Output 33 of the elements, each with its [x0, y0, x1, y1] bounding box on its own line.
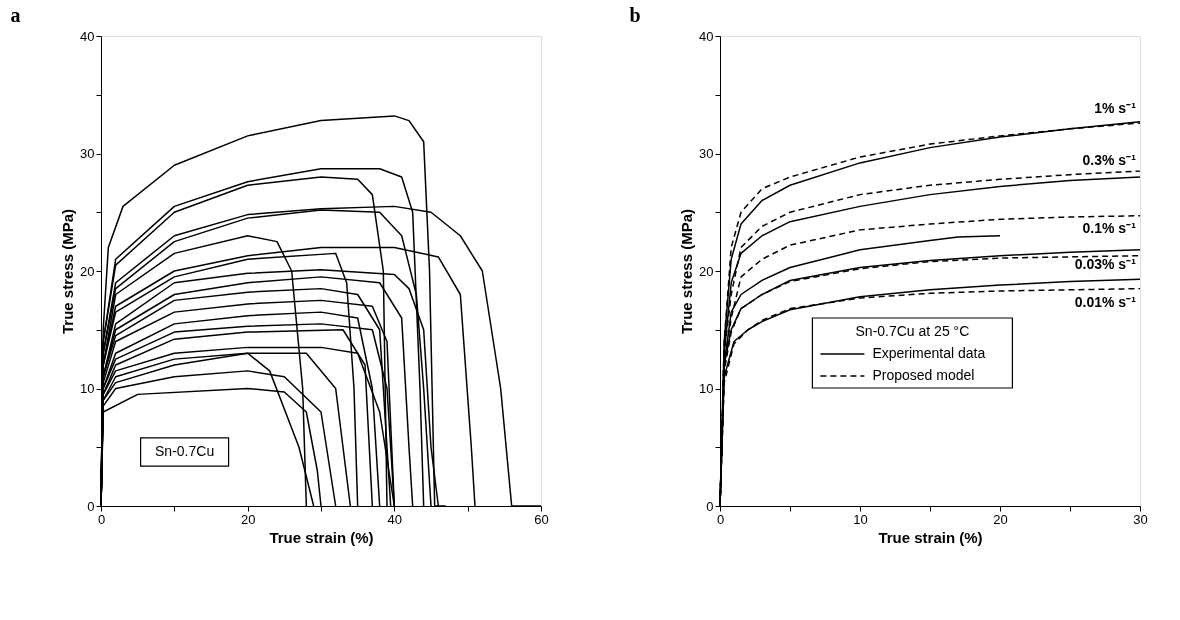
y-tick-label: 10	[699, 381, 714, 396]
annotation: 1% s⁻¹	[1094, 99, 1137, 116]
annotation: 0.01% s⁻¹	[1074, 293, 1137, 310]
x-tick-label: 30	[1133, 511, 1148, 527]
x-axis-title: True strain (%)	[269, 528, 374, 546]
y-tick-label: 20	[699, 263, 714, 279]
y-axis-title: True stress (MPa)	[678, 208, 696, 335]
y-tick-label: 30	[699, 146, 714, 161]
y-tick-label: 30	[80, 146, 95, 161]
chart-title: b	[629, 4, 641, 26]
y-tick-label: 40	[699, 28, 714, 44]
y-tick-label: 0	[706, 498, 714, 514]
y-tick-label: 40	[80, 28, 95, 44]
legend-title: Sn-0.7Cu at 25 °C	[855, 323, 970, 339]
annotation: 0.3% s⁻¹	[1082, 151, 1137, 168]
y-tick-label: 0	[87, 498, 95, 514]
x-tick-label: 20	[240, 511, 256, 527]
x-tick-label: 40	[387, 511, 403, 527]
annotation: Sn-0.7Cu	[155, 442, 215, 459]
y-axis-title: True stress (MPa)	[59, 208, 77, 335]
y-tick-label: 20	[80, 263, 95, 279]
annotation: 0.1% s⁻¹	[1082, 219, 1137, 236]
legend-label: Experimental data	[872, 345, 986, 361]
annotation: 0.03% s⁻¹	[1074, 256, 1137, 273]
x-tick-label: 20	[993, 511, 1008, 527]
x-tick-label: 60	[534, 511, 549, 527]
chart-title: a	[10, 4, 21, 26]
x-tick-label: 0	[97, 511, 106, 527]
x-tick-label: 10	[853, 511, 868, 527]
y-tick-label: 10	[80, 381, 95, 396]
x-axis-title: True strain (%)	[878, 528, 983, 546]
legend-label: Proposed model	[872, 367, 975, 383]
x-tick-label: 0	[716, 511, 725, 527]
